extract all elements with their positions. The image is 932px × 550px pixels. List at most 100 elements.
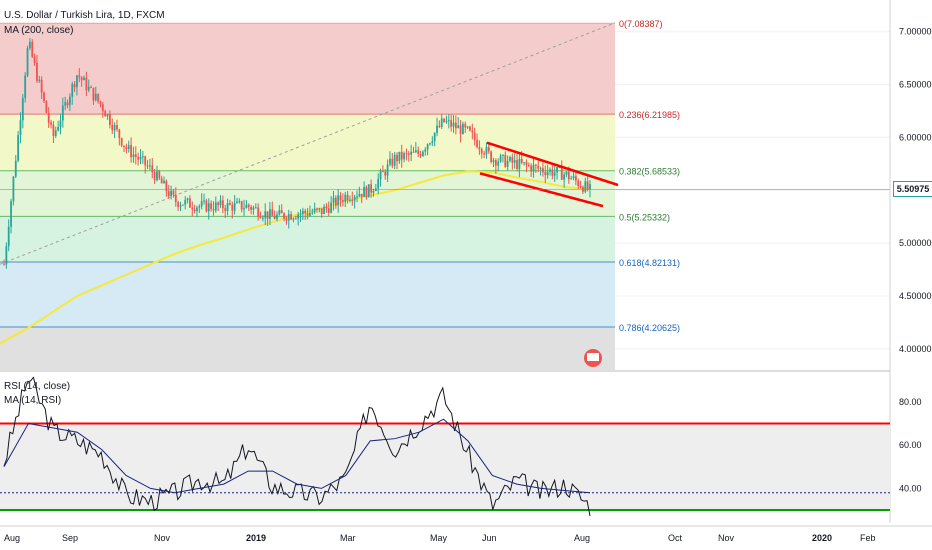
candle-body (360, 193, 363, 197)
candle-body (297, 214, 300, 219)
candle-body (337, 195, 340, 206)
price-tick-label: 7.00000 (899, 27, 932, 37)
candle-body (99, 101, 102, 105)
rsi-ma-line (3, 418, 591, 494)
candle-body (118, 129, 121, 139)
candle-body (518, 158, 521, 170)
trend-lower-line (479, 172, 604, 208)
candle-body (130, 145, 132, 158)
candle-body (273, 215, 276, 219)
fib-band (0, 262, 615, 328)
candle-body (257, 207, 260, 217)
candle-body (527, 164, 530, 166)
fibonacci-bands (0, 0, 615, 370)
candle-body (485, 147, 488, 155)
candle-body (304, 210, 307, 214)
candle-body (259, 216, 262, 218)
candle-body (363, 186, 365, 197)
candle-body (407, 153, 410, 155)
candle-body (377, 179, 380, 189)
candle-body (233, 202, 236, 211)
candle-body (334, 197, 337, 206)
candle-body (476, 139, 478, 148)
candle-body (327, 208, 330, 213)
fib-level-label: 0.236(6.21985) (619, 110, 680, 120)
candle-body (445, 121, 448, 123)
fib-level-label: 0(7.08387) (619, 19, 663, 29)
candle-body (320, 208, 323, 214)
candle-body (134, 154, 137, 157)
candle-body (186, 198, 189, 201)
candle-body (101, 104, 104, 112)
candle-body (224, 208, 227, 211)
fib-band (0, 114, 615, 171)
fib-band (0, 327, 615, 370)
candle-body (177, 202, 180, 207)
candle-body (158, 171, 161, 179)
candle-body (574, 176, 577, 181)
candle-body (520, 158, 523, 163)
candle-body (438, 125, 441, 127)
candle-body (556, 167, 558, 173)
candle-body (546, 171, 549, 176)
ma-indicator-label: MA (200, close) (4, 25, 74, 36)
flag-icon-rect (587, 353, 599, 361)
time-tick-label: May (430, 533, 448, 543)
candle-body (24, 75, 27, 98)
candle-body (104, 111, 107, 117)
candle-body (123, 145, 125, 147)
candle-body (172, 190, 175, 195)
candle-body (381, 171, 384, 173)
flag-icon[interactable] (584, 349, 602, 367)
candle-body (28, 41, 31, 49)
candle-body (549, 169, 551, 172)
time-tick-label: Aug (574, 533, 590, 543)
time-tick-label: Nov (154, 533, 171, 543)
fib-band (0, 216, 615, 263)
candle-body (141, 156, 144, 158)
candle-body (50, 122, 52, 125)
candle-body (40, 79, 43, 93)
candle-body (384, 171, 387, 176)
candle-body (144, 156, 147, 166)
rsi-ma-label: MA (14, RSI) (4, 395, 62, 406)
candle-body (502, 154, 504, 156)
candle-body (94, 93, 97, 101)
candle-body (403, 153, 405, 160)
time-tick-label: Nov (718, 533, 735, 543)
candle-body (243, 208, 245, 210)
candle-body (565, 171, 568, 175)
candle-body (551, 169, 554, 176)
candle-body (174, 194, 177, 203)
candle-body (214, 202, 217, 211)
rsi-line (3, 376, 591, 516)
fib-band (0, 22, 615, 115)
candle-body (191, 207, 194, 210)
candle-body (563, 174, 566, 180)
candle-body (358, 193, 361, 197)
candle-body (33, 56, 36, 63)
candle-body (570, 178, 573, 180)
candle-body (589, 184, 591, 190)
candle-body (38, 79, 41, 81)
candle-body (530, 165, 533, 172)
time-tick-label: Sep (62, 533, 78, 543)
candle-body (276, 214, 278, 219)
fib-level-label: 0.382(5.68533) (619, 167, 680, 177)
price-tick-label: 4.00000 (899, 344, 932, 354)
time-tick-label: Mar (340, 533, 356, 543)
chart-title: U.S. Dollar / Turkish Lira, 1D, FXCM (4, 10, 165, 21)
candle-body (473, 132, 476, 140)
candle-body (125, 146, 128, 150)
candle-body (462, 123, 464, 135)
rsi-band (0, 423, 890, 511)
candle-body (509, 157, 511, 161)
candle-body (356, 196, 358, 198)
candle-body (567, 171, 570, 180)
candle-body (221, 200, 224, 209)
candle-body (139, 156, 142, 160)
candle-body (57, 127, 60, 131)
candle-body (252, 207, 255, 210)
trend-channel-lines (479, 141, 619, 208)
